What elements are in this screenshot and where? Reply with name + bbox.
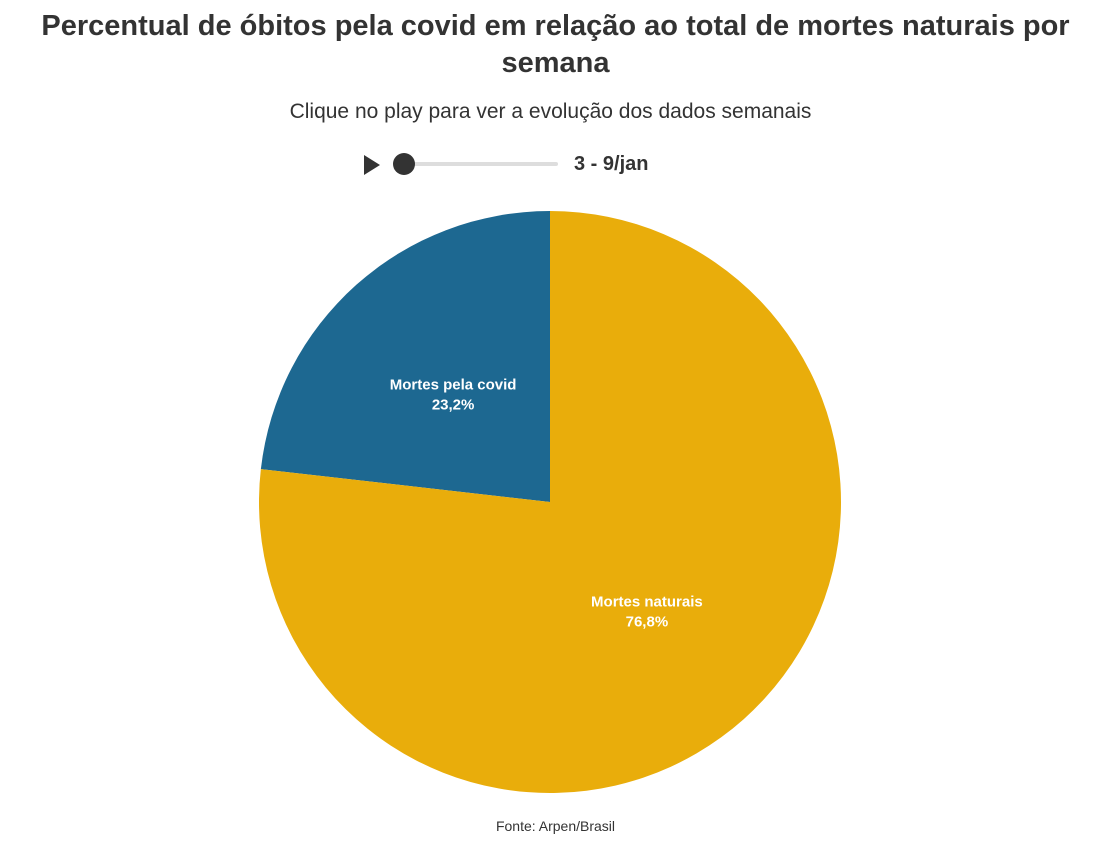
pie-slice-covid[interactable]: [260, 211, 550, 502]
slice-label: Mortes naturais: [591, 594, 703, 611]
pie-labels: Mortes pela covid 23,2% Mortes naturais 76,…: [390, 376, 703, 630]
current-week-label: 3 - 9/jan: [574, 153, 649, 175]
play-icon: [364, 155, 380, 175]
slider-handle[interactable]: [393, 153, 415, 175]
slice-value-label: 76,8%: [626, 614, 669, 631]
source-note: Fonte: Arpen/Brasil: [495, 818, 616, 834]
slice-value-label: 23,2%: [432, 396, 475, 413]
timeline-slider[interactable]: [400, 162, 558, 166]
pie-chart: Mortes pela covid 23,2% Mortes naturais 76,…: [258, 211, 841, 793]
slice-label: Mortes pela covid: [390, 376, 517, 393]
play-button[interactable]: [360, 153, 384, 177]
chart-subtitle: Clique no play para ver a evolução dos d…: [289, 100, 812, 123]
pie-slice-naturais[interactable]: [258, 211, 841, 793]
timeline-controls: 3 - 9/jan: [360, 146, 690, 180]
pie-slices: [258, 211, 841, 793]
chart-title: Percentual de óbitos pela covid em relaç…: [41, 10, 1070, 79]
